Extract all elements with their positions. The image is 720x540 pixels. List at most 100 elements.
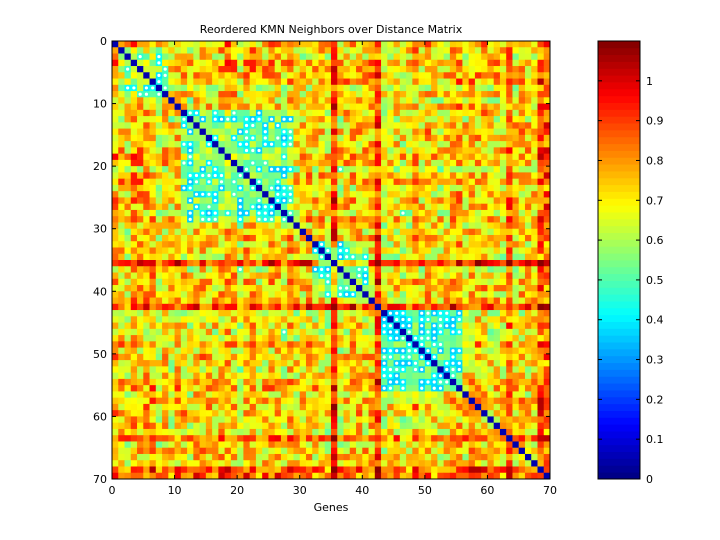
- heatmap-cell: [462, 78, 470, 86]
- heatmap-cell: [243, 397, 251, 405]
- heatmap-cell: [499, 153, 507, 161]
- heatmap-cell: [312, 472, 319, 480]
- heatmap-cell: [493, 59, 501, 67]
- heatmap-cell: [112, 272, 119, 280]
- heatmap-cell: [443, 253, 451, 261]
- heatmap-cell: [318, 103, 326, 111]
- heatmap-cell: [293, 260, 301, 267]
- heatmap-cell: [531, 153, 538, 161]
- heatmap-cell: [230, 172, 238, 180]
- heatmap-cell: [187, 53, 194, 61]
- heatmap-cell: [437, 228, 445, 236]
- heatmap-cell: [499, 341, 507, 348]
- heatmap-cell: [255, 435, 263, 442]
- heatmap-cell: [418, 297, 426, 305]
- heatmap-cell: [474, 278, 482, 286]
- heatmap-cell: [112, 228, 119, 236]
- heatmap-cell: [443, 291, 451, 298]
- heatmap-cell: [374, 453, 382, 461]
- heatmap-cell: [180, 378, 188, 386]
- heatmap-cell: [393, 322, 401, 330]
- heatmap-cell: [174, 116, 182, 123]
- heatmap-cell: [456, 166, 463, 173]
- heatmap-cell: [543, 266, 551, 273]
- heatmap-cell: [205, 316, 213, 323]
- heatmap-cell: [305, 222, 313, 230]
- heatmap-cell: [262, 347, 269, 355]
- heatmap-cell: [356, 109, 363, 117]
- heatmap-cell: [168, 247, 175, 255]
- heatmap-cell: [381, 203, 388, 211]
- heatmap-cell: [443, 422, 451, 430]
- heatmap-cell: [356, 103, 363, 111]
- heatmap-cell: [356, 59, 363, 67]
- heatmap-cell: [262, 191, 269, 198]
- heatmap-cell: [362, 47, 369, 54]
- heatmap-cell: [137, 291, 144, 298]
- heatmap-cell: [212, 291, 219, 298]
- heatmap-cell: [324, 403, 332, 411]
- heatmap-cell: [499, 366, 507, 374]
- heatmap-cell: [318, 191, 326, 198]
- heatmap-cell: [324, 128, 332, 136]
- heatmap-cell: [474, 66, 482, 73]
- heatmap-cell: [130, 422, 138, 430]
- heatmap-cell: [368, 241, 376, 248]
- heatmap-cell: [149, 328, 157, 336]
- heatmap-cell: [118, 247, 125, 255]
- heatmap-cell: [305, 285, 313, 292]
- heatmap-cell: [224, 328, 232, 336]
- heatmap-cell: [280, 234, 288, 242]
- heatmap-cell: [468, 397, 476, 405]
- heatmap-cell: [237, 47, 244, 54]
- heatmap-cell: [349, 266, 357, 273]
- heatmap-cell: [493, 472, 501, 480]
- heatmap-cell: [262, 103, 269, 111]
- heatmap-cell: [118, 84, 125, 92]
- heatmap-cell: [449, 222, 457, 230]
- heatmap-cell: [318, 378, 326, 386]
- heatmap-cell: [524, 78, 532, 86]
- heatmap-cell: [124, 272, 132, 280]
- heatmap-cell: [168, 78, 175, 86]
- heatmap-cell: [243, 109, 251, 117]
- heatmap-cell: [218, 447, 226, 455]
- heatmap-cell: [331, 234, 338, 242]
- heatmap-cell: [493, 360, 501, 367]
- heatmap-cell: [381, 416, 388, 424]
- heatmap-cell: [130, 153, 138, 161]
- heatmap-cell: [418, 141, 426, 148]
- heatmap-cell: [531, 285, 538, 292]
- heatmap-cell: [155, 141, 163, 148]
- heatmap-cell: [337, 47, 344, 54]
- heatmap-cell: [462, 234, 470, 242]
- heatmap-cell: [537, 460, 545, 467]
- heatmap-cell: [531, 197, 538, 205]
- heatmap-cell: [531, 47, 538, 54]
- neighbor-marker: [282, 136, 286, 140]
- heatmap-cell: [412, 403, 419, 411]
- heatmap-cell: [418, 347, 426, 355]
- heatmap-cell: [449, 472, 457, 480]
- heatmap-cell: [112, 91, 119, 98]
- heatmap-cell: [418, 41, 426, 48]
- heatmap-cell: [462, 153, 470, 161]
- heatmap-cell: [487, 416, 495, 424]
- heatmap-cell: [155, 272, 163, 280]
- heatmap-cell: [387, 428, 394, 436]
- heatmap-cell: [468, 341, 476, 348]
- heatmap-cell: [506, 272, 513, 280]
- heatmap-cell: [280, 91, 288, 98]
- heatmap-cell: [174, 53, 182, 61]
- heatmap-cell: [149, 285, 157, 292]
- heatmap-cell: [412, 453, 419, 461]
- heatmap-cell: [481, 166, 488, 173]
- heatmap-cell: [387, 241, 394, 248]
- heatmap-cell: [324, 184, 332, 192]
- heatmap-cell: [262, 47, 269, 54]
- heatmap-cell: [343, 460, 351, 467]
- heatmap-cell: [531, 209, 538, 217]
- heatmap-cell: [443, 197, 451, 205]
- heatmap-cell: [149, 360, 157, 367]
- heatmap-cell: [431, 285, 438, 292]
